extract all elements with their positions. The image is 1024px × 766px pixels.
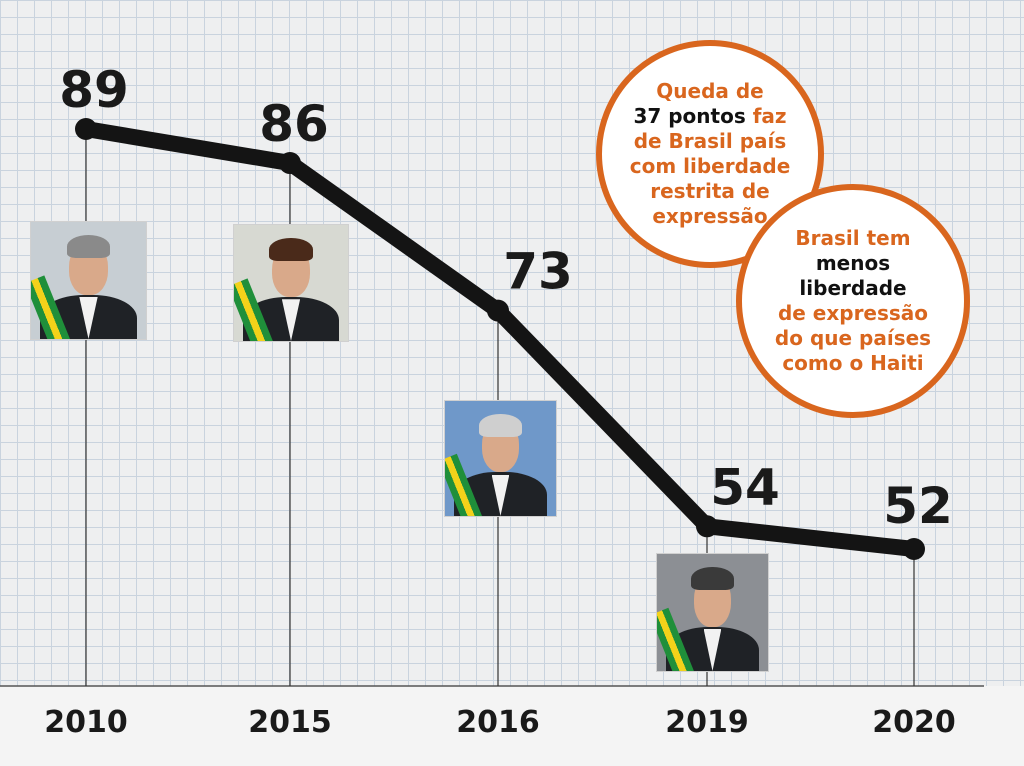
data-point-2020 bbox=[903, 538, 925, 560]
president-portrait-icon bbox=[656, 553, 769, 672]
callout-drop-line1: Queda de bbox=[656, 79, 764, 103]
callout-drop-line2: 37 pontos bbox=[633, 104, 746, 128]
x-tick-label-2020: 2020 bbox=[872, 705, 956, 740]
callout-haiti-line3: de expressão do que países como o Haiti bbox=[774, 301, 932, 375]
data-label-2019: 54 bbox=[710, 458, 780, 516]
x-tick-label-2016: 2016 bbox=[456, 705, 540, 740]
callout-bubble-haiti: Brasil tem menos liberdade de expressão … bbox=[736, 184, 970, 418]
portrait-hair bbox=[66, 234, 111, 259]
x-tick-label-2019: 2019 bbox=[665, 705, 749, 740]
data-point-2016 bbox=[487, 299, 509, 322]
data-point-2015 bbox=[279, 152, 301, 175]
data-label-2015: 86 bbox=[259, 95, 329, 153]
president-portrait-icon bbox=[444, 400, 557, 517]
data-label-2010: 89 bbox=[59, 61, 129, 119]
president-portrait-icon bbox=[30, 221, 147, 340]
callout-haiti-line1: Brasil tem bbox=[795, 226, 911, 250]
x-tick-label-2010: 2010 bbox=[44, 705, 128, 740]
data-label-2020: 52 bbox=[883, 477, 953, 535]
callout-haiti-line2: menos liberdade bbox=[799, 251, 907, 300]
president-portrait-icon bbox=[233, 224, 349, 342]
data-point-2019 bbox=[696, 515, 718, 538]
portrait-hair bbox=[479, 413, 522, 437]
callout-drop-line3: faz de Brasil país com liberdade restrit… bbox=[629, 104, 791, 228]
data-label-2016: 73 bbox=[503, 243, 573, 301]
x-axis-band bbox=[0, 686, 1024, 766]
portrait-hair bbox=[269, 237, 313, 261]
x-tick-label-2015: 2015 bbox=[248, 705, 332, 740]
data-point-2010 bbox=[75, 118, 97, 140]
portrait-hair bbox=[691, 566, 734, 591]
